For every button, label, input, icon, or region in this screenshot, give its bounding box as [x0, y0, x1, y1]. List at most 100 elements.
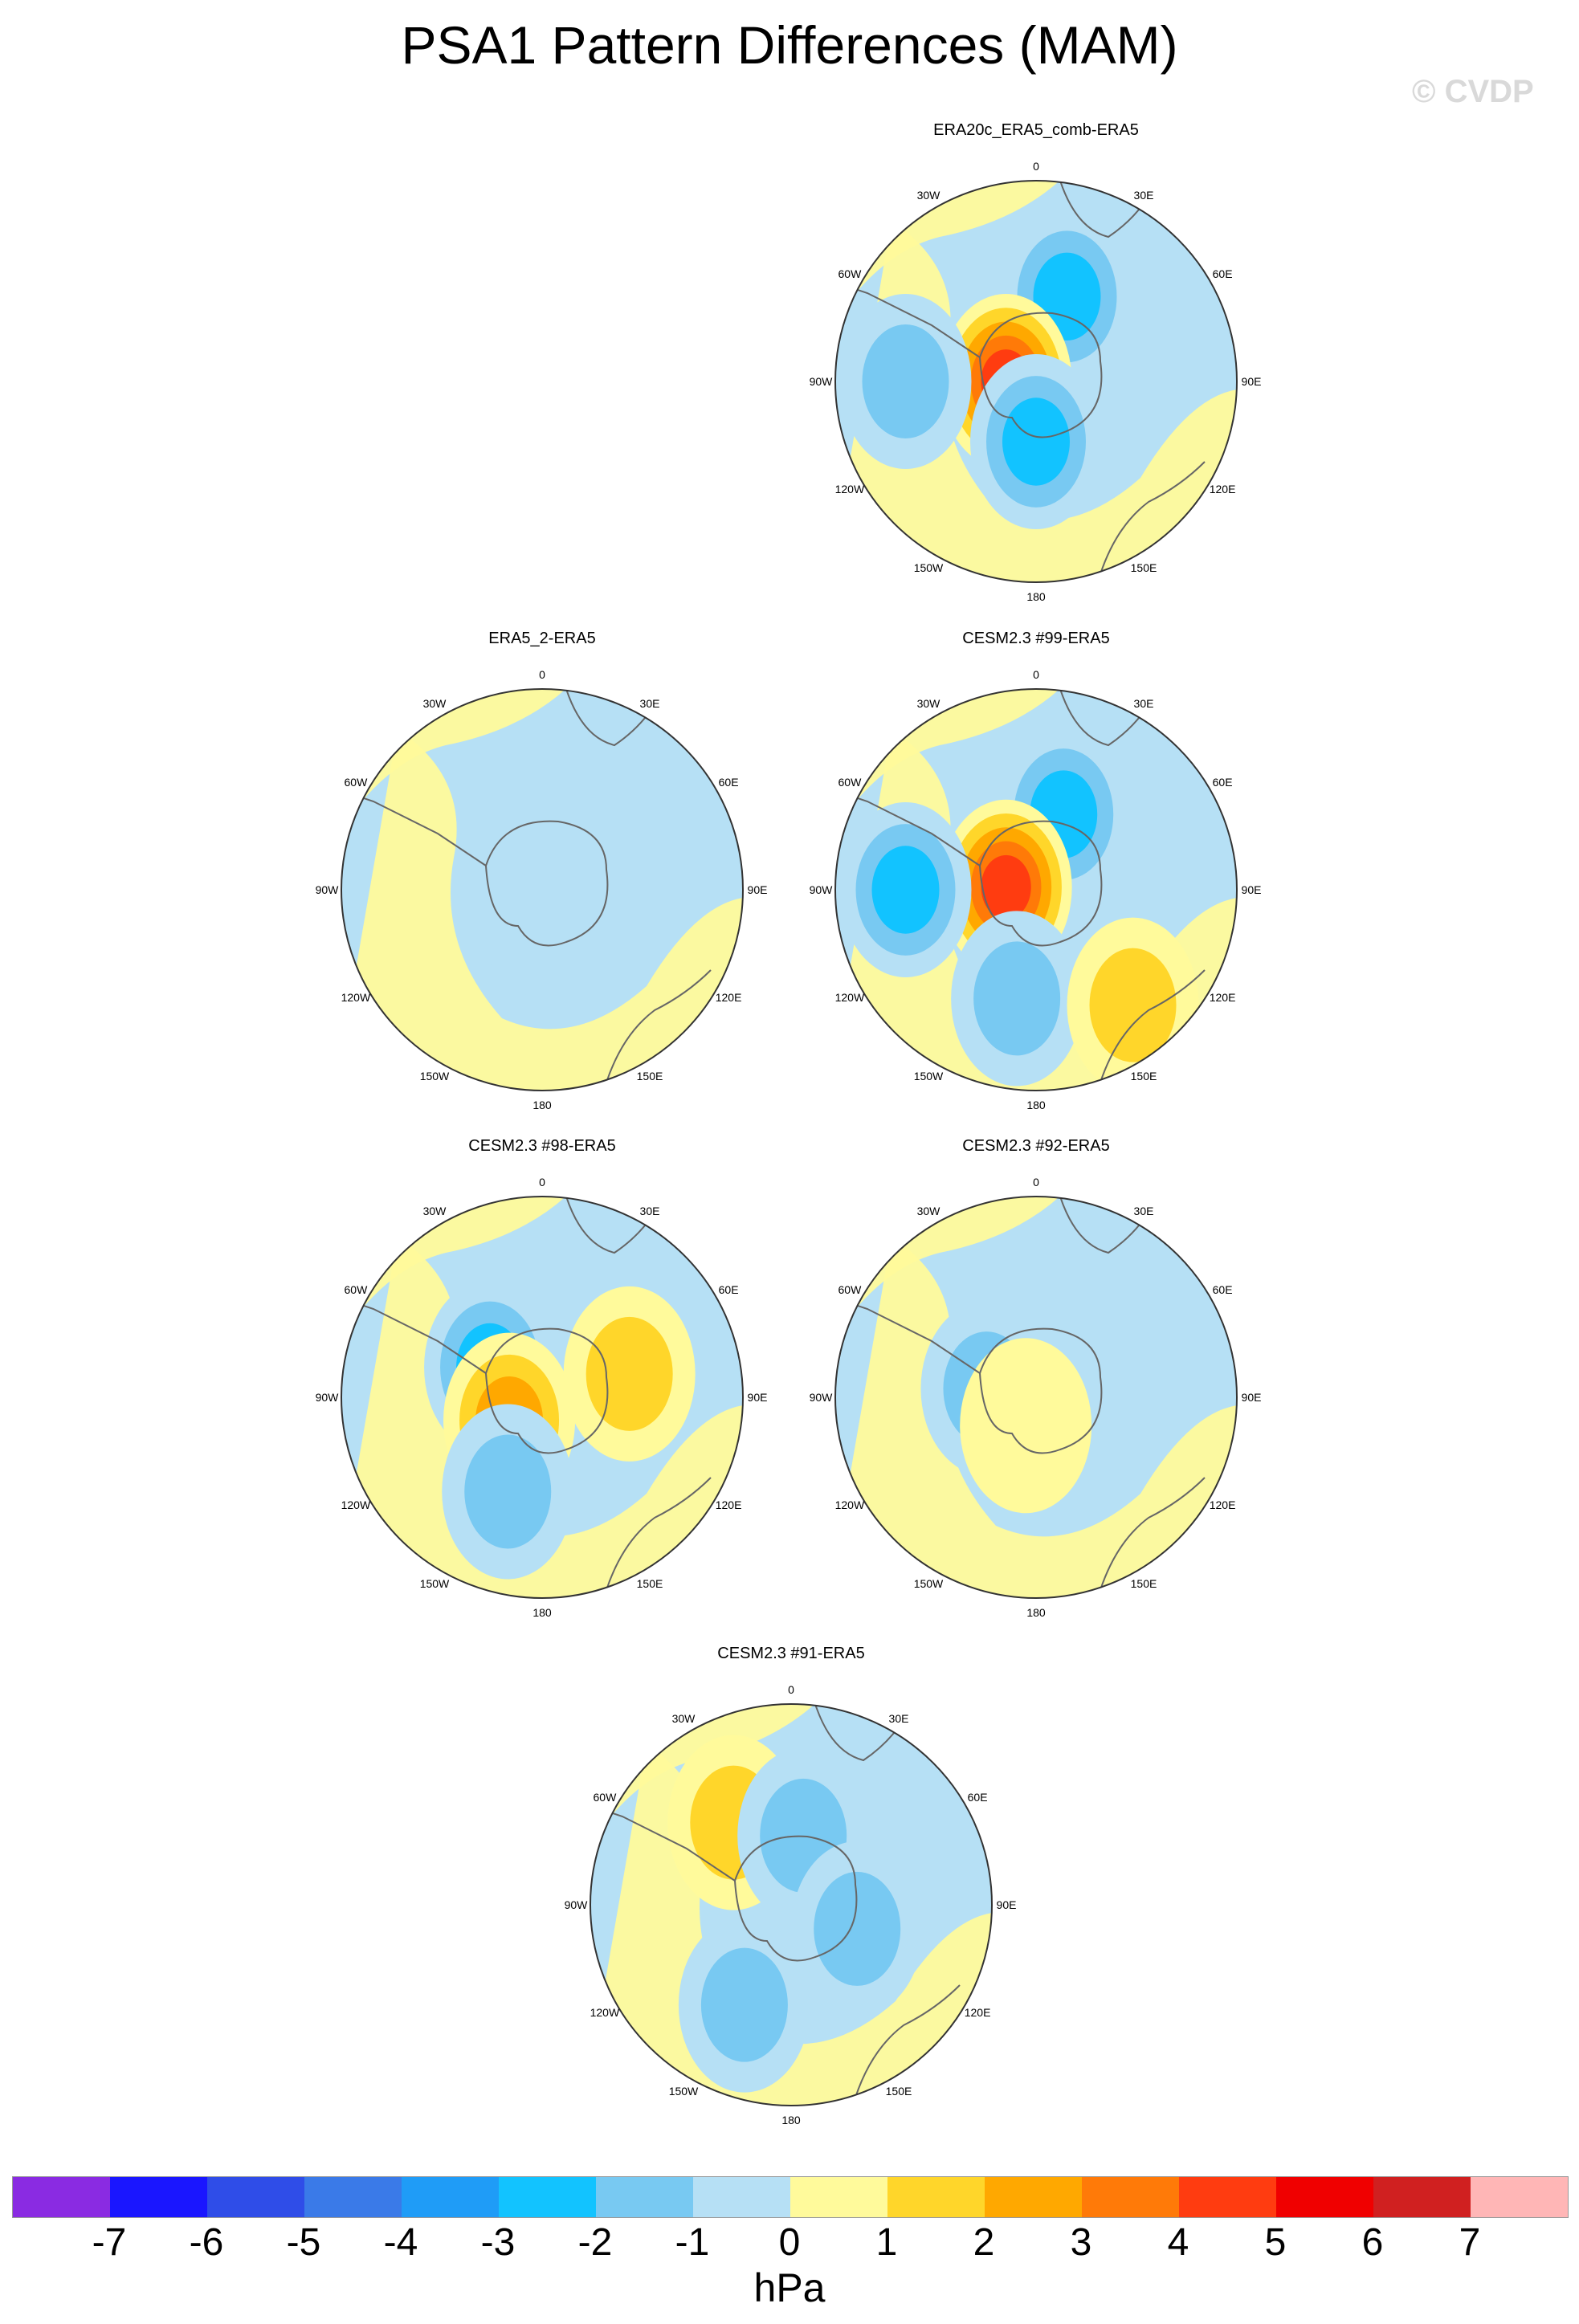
colorbar-tick-label: -6: [189, 2221, 224, 2264]
colorbar-tick-label: -5: [286, 2221, 321, 2264]
coastline: [565, 689, 655, 747]
polar-map: ERA20c_ERA5_comb-ERA5 0 30E 60E 90E 120E 150E 1…: [810, 121, 1262, 603]
lon-label: 90W: [316, 883, 340, 896]
lon-label: 180: [532, 1099, 552, 1111]
lon-label: 120W: [590, 2006, 620, 2019]
anomaly-contour: [585, 1316, 673, 1431]
lon-label: 90W: [810, 883, 834, 896]
colorbar-segment: [693, 2177, 790, 2217]
lon-label: 120E: [716, 1498, 742, 1511]
lon-label: 30E: [640, 697, 660, 710]
lon-label: 30W: [423, 1205, 447, 1217]
anomaly-contour: [981, 854, 1031, 919]
lon-label: 60W: [345, 1283, 369, 1296]
lon-label: 0: [1033, 668, 1039, 681]
map-border: [834, 688, 1238, 1091]
panel-title: CESM2.3 #99-ERA5: [962, 630, 1109, 647]
lon-label: 0: [539, 668, 545, 681]
lon-label: 30E: [640, 1205, 660, 1217]
colorbar-ticks: -7 -6 -5 -4 -3 -2 -1 0 1 2 3 4 5 6 7: [12, 2220, 1567, 2269]
map-panel-4: CESM2.3 #98-ERA5 0 30E 60E 90E 120E 150E 180 150…: [316, 1128, 768, 1642]
coastline: [1059, 181, 1149, 239]
colorbar-segment: [1179, 2177, 1276, 2217]
colorbar-tick-label: -4: [383, 2221, 418, 2264]
colorbar-segment: [13, 2177, 110, 2217]
polar-map: CESM2.3 #99-ERA5 0 30E 60E 90E 120E 150E 180 150…: [810, 630, 1262, 1111]
colorbar-segment: [304, 2177, 402, 2217]
lon-label: 180: [532, 1606, 552, 1619]
colorbar-segment: [1082, 2177, 1179, 2217]
lon-label: 150W: [914, 1577, 944, 1590]
lon-label: 120E: [1210, 991, 1236, 1004]
lon-label: 150E: [637, 1577, 663, 1590]
map-panel-6: CESM2.3 #91-ERA5 0 30E 60E 90E 120E 150E 180 150…: [565, 1636, 1017, 2150]
coastline: [565, 1197, 655, 1254]
coastline: [978, 1327, 1103, 1454]
anomaly-contour: [973, 941, 1061, 1056]
lon-label: 90E: [997, 1898, 1017, 1911]
lon-label: 60E: [719, 776, 739, 789]
colorbar-tick-label: -1: [675, 2221, 710, 2264]
lon-label: 150E: [1131, 1577, 1157, 1590]
lon-label: 150W: [669, 2085, 699, 2098]
coastline: [1059, 1197, 1149, 1254]
lon-label: 180: [1026, 1099, 1046, 1111]
lon-label: 0: [1033, 160, 1039, 173]
lon-label: 150W: [420, 1070, 450, 1082]
colorbar-tick-label: -7: [92, 2221, 127, 2264]
coastline: [484, 820, 609, 947]
lon-label: 90E: [748, 1391, 768, 1404]
colorbar-tick-label: 6: [1361, 2221, 1384, 2264]
coastline: [606, 1477, 712, 1591]
lon-label: 180: [781, 2114, 801, 2126]
lon-label: 120W: [835, 483, 865, 495]
map-border: [590, 1703, 993, 2106]
coastline: [814, 1704, 904, 1762]
lon-label: 90W: [810, 1391, 834, 1404]
colorbar-segment: [1276, 2177, 1373, 2217]
colorbar-segment: [1471, 2177, 1568, 2217]
lon-label: 30W: [672, 1712, 696, 1725]
coastline: [1100, 461, 1206, 575]
panel-title: CESM2.3 #92-ERA5: [962, 1137, 1109, 1155]
panel-title: ERA5_2-ERA5: [488, 630, 595, 647]
lon-label: 90E: [1242, 375, 1262, 388]
colorbar-segment: [402, 2177, 499, 2217]
lon-label: 150E: [1131, 1070, 1157, 1082]
lon-label: 180: [1026, 1606, 1046, 1619]
positive-region: [341, 729, 743, 1091]
lon-label: 0: [788, 1683, 794, 1696]
figure-title: PSA1 Pattern Differences (MAM): [401, 15, 1178, 75]
colorbar-tick-label: -2: [577, 2221, 613, 2264]
lon-label: 120W: [835, 991, 865, 1004]
anomaly-contour: [862, 324, 949, 438]
anomaly-contour: [871, 846, 940, 934]
lon-label: 60W: [838, 776, 863, 789]
colorbar-segment: [887, 2177, 985, 2217]
colorbar-tick-label: 4: [1167, 2221, 1189, 2264]
lon-label: 120E: [716, 991, 742, 1004]
polar-map: CESM2.3 #98-ERA5 0 30E 60E 90E 120E 150E 180 150…: [316, 1137, 768, 1619]
lon-label: 60E: [1213, 1283, 1233, 1296]
lon-label: 150E: [637, 1070, 663, 1082]
coastline: [484, 1327, 609, 1454]
colorbar-tick-label: 0: [778, 2221, 801, 2264]
lon-label: 150W: [914, 1070, 944, 1082]
lon-label: 120E: [1210, 483, 1236, 495]
panel-title: CESM2.3 #98-ERA5: [468, 1137, 615, 1155]
anomaly-contour: [476, 822, 608, 997]
lon-label: 90W: [810, 375, 834, 388]
lon-label: 30W: [423, 697, 447, 710]
anomaly-contour: [1002, 398, 1070, 486]
lon-label: 60E: [719, 1283, 739, 1296]
polar-map: CESM2.3 #92-ERA5 0 30E 60E 90E 120E 150E 180 150…: [810, 1137, 1262, 1619]
polar-map: ERA5_2-ERA5 0 30E 60E 90E 120E 150E 180 150W 120W…: [316, 630, 768, 1111]
lon-label: 30W: [917, 189, 941, 202]
coastline: [1100, 969, 1206, 1083]
colorbar-tick-label: 3: [1070, 2221, 1092, 2264]
colorbar-tick-label: -3: [480, 2221, 516, 2264]
lon-label: 30W: [917, 1205, 941, 1217]
lon-label: 120W: [341, 1498, 371, 1511]
coastline: [1059, 689, 1149, 747]
anomaly-contour: [960, 1338, 1092, 1514]
